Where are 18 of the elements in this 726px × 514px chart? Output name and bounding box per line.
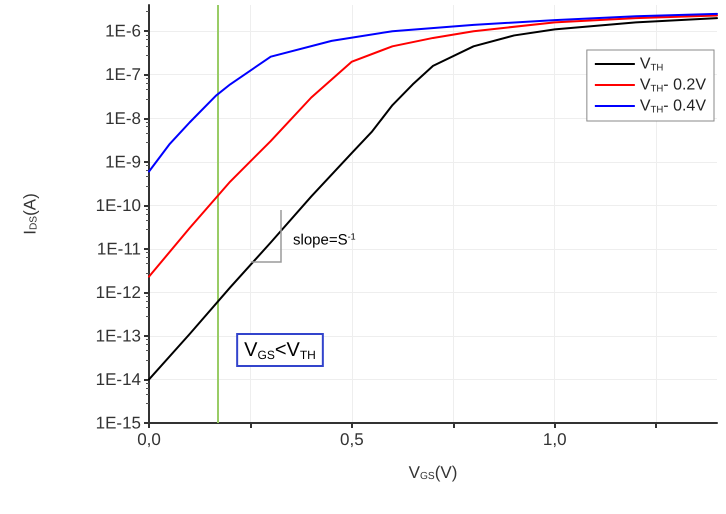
y-tick-label: 1E-9 xyxy=(105,152,141,172)
y-tick-label: 1E-13 xyxy=(96,326,141,346)
line-series xyxy=(148,14,718,278)
line-series xyxy=(148,17,718,380)
y-tick-label: 1E-14 xyxy=(96,370,141,389)
x-axis-title: VGS(V) xyxy=(408,462,458,482)
y-tick-label: 1E-15 xyxy=(96,414,141,432)
x-tick-label: 1,0 xyxy=(542,430,567,449)
y-tick-label: 1E-10 xyxy=(96,196,141,215)
y-axis-title: IDS(A) xyxy=(20,193,40,235)
y-tick-label: 1E-11 xyxy=(96,239,141,258)
x-tick-label: 0,0 xyxy=(137,430,161,449)
y-tick-label: 1E-12 xyxy=(96,282,141,302)
y-tick-label: 1E-8 xyxy=(105,108,141,128)
y-tick-label: 1E-6 xyxy=(105,22,141,41)
y-tick-label: 1E-7 xyxy=(105,65,141,84)
x-tick-label: 0,5 xyxy=(340,430,364,449)
line-series xyxy=(148,12,718,172)
